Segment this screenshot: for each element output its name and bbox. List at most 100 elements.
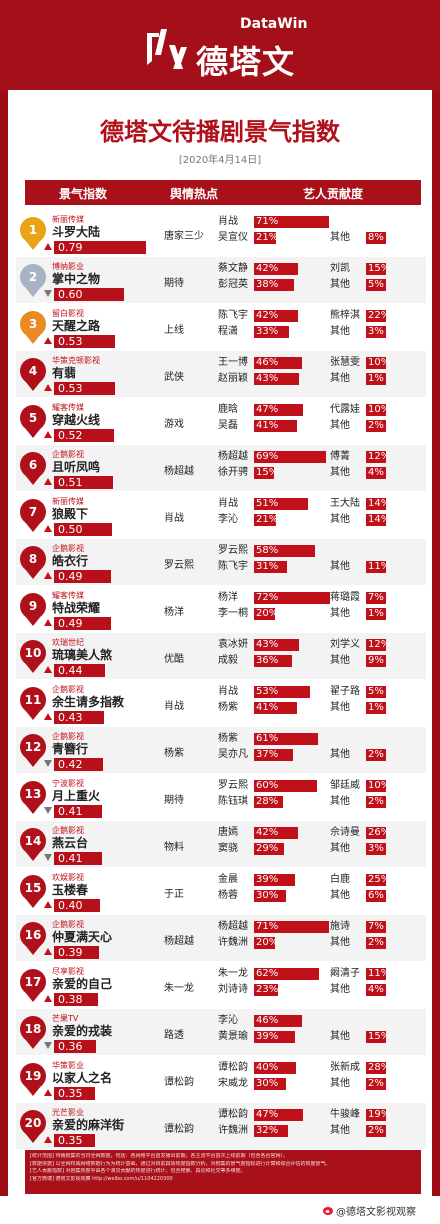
actor-share-bar	[254, 780, 317, 792]
actor-name: 吴亦凡	[218, 749, 248, 760]
actor-share-bar	[254, 420, 297, 432]
actor-share-value: 71%	[256, 216, 279, 227]
actor-share-bar	[254, 1062, 296, 1074]
rank-ribbon	[25, 804, 41, 814]
actor-share-value: 5%	[368, 686, 384, 697]
actor-name: 杨洋	[218, 592, 238, 603]
hotspot-keyword: 路透	[164, 1030, 184, 1041]
others-label: 其他	[330, 655, 350, 666]
rank-ribbon	[25, 992, 41, 1002]
actor-name: 陈飞宇	[218, 561, 248, 572]
others-share-bar	[366, 514, 386, 526]
actor-share-bar	[254, 890, 286, 902]
others-share-value: 4%	[368, 467, 384, 478]
others-share-bar	[366, 702, 386, 714]
trend-down-icon	[44, 1042, 52, 1049]
production-company: 欢娱影视	[52, 873, 84, 882]
others-share-bar	[366, 373, 386, 385]
actor-share-value: 14%	[368, 498, 391, 509]
actor-share-bar	[254, 921, 329, 933]
column-header-actor-contribution: 艺人贡献度	[303, 187, 364, 201]
others-share-value: 2%	[368, 796, 384, 807]
actor-name: 罗云熙	[218, 545, 248, 556]
actor-share-bar	[366, 1109, 386, 1121]
rank-medal: 2	[20, 264, 46, 290]
actor-share-bar	[254, 232, 276, 244]
actor-name: 李沁	[218, 1015, 238, 1026]
index-bar	[54, 1087, 95, 1100]
rank-medal: 4	[20, 358, 46, 384]
actor-name: 代露娃	[330, 404, 360, 415]
rank-medal: 12	[20, 734, 46, 760]
trend-down-icon	[44, 854, 52, 861]
rank-medal: 9	[20, 593, 46, 619]
index-value: 0.49	[58, 617, 83, 630]
trend-down-icon	[44, 290, 52, 297]
rank-ribbon	[25, 898, 41, 908]
rank-medal: 5	[20, 405, 46, 431]
index-bar	[54, 523, 112, 536]
actor-share-value: 11%	[368, 968, 391, 979]
rank-medal: 14	[20, 828, 46, 854]
rank-ribbon	[25, 522, 41, 532]
trend-up-icon	[44, 384, 52, 391]
table-row: 5 耀客传媒 穿越火线 0.52 游戏 鹿晗 47% 吴磊 41% 代露娃 10% 其他 2%	[16, 398, 426, 444]
actor-share-value: 32%	[256, 1125, 279, 1136]
actor-share-bar	[254, 545, 315, 557]
hotspot-keyword: 于正	[164, 889, 184, 900]
actor-share-value: 46%	[256, 357, 279, 368]
others-share-bar	[366, 749, 386, 761]
index-value: 0.41	[58, 852, 83, 865]
actor-share-bar	[254, 655, 292, 667]
show-title: 仲夏满天心	[52, 930, 113, 944]
index-bar	[54, 288, 124, 301]
actor-share-bar	[366, 780, 386, 792]
others-label: 其他	[330, 702, 350, 713]
actor-name: 傅菁	[330, 451, 350, 462]
others-label: 其他	[330, 1031, 350, 1042]
trend-up-icon	[44, 995, 52, 1002]
others-share-value: 6%	[368, 890, 384, 901]
index-bar	[54, 1040, 96, 1053]
others-share-bar	[366, 561, 386, 573]
rank-medal: 8	[20, 546, 46, 572]
hotspot-keyword: 杨超越	[164, 466, 194, 477]
actor-share-bar	[366, 968, 386, 980]
report-date: [2020年4月14日]	[178, 155, 262, 166]
show-title: 皓衣行	[52, 554, 89, 568]
others-label: 其他	[330, 890, 350, 901]
others-label: 其他	[330, 1078, 350, 1089]
show-title: 青簪行	[52, 742, 89, 756]
others-share-value: 3%	[368, 326, 384, 337]
rank-medal: 16	[20, 922, 46, 948]
actor-name: 杨紫	[218, 733, 238, 744]
actor-name: 蔡文静	[218, 263, 248, 274]
table-row: 9 耀客传媒 特战荣耀 0.49 杨洋 杨洋 72% 李一桐 20% 蒋璐霞 7% 其他 1%	[16, 586, 426, 632]
trend-up-icon	[44, 666, 52, 673]
others-share-value: 1%	[368, 702, 384, 713]
logo-chinese: 德塔文	[196, 43, 296, 81]
others-share-bar	[366, 843, 386, 855]
actor-share-bar	[366, 921, 386, 933]
actor-name: 黄景瑜	[218, 1031, 248, 1042]
others-share-value: 3%	[368, 843, 384, 854]
production-company: 博纳影业	[52, 262, 84, 271]
actor-name: 许魏洲	[218, 937, 248, 948]
actor-share-bar	[254, 1078, 286, 1090]
trend-down-icon	[44, 760, 52, 767]
actor-name: 施诗	[330, 921, 350, 932]
actor-name: 蒋璐霞	[330, 592, 360, 603]
index-bar	[54, 711, 104, 724]
rank-ribbon	[25, 428, 41, 438]
production-company: 欢瑞世纪	[52, 638, 84, 647]
production-company: 光芒影业	[52, 1108, 84, 1117]
actor-share-bar	[254, 639, 299, 651]
actor-share-value: 31%	[256, 561, 279, 572]
others-share-bar	[366, 1078, 386, 1090]
table-row: 2 博纳影业 掌中之物 0.60 期待 蔡文静 42% 彭冠英 38% 刘凯 15% 其他 5%	[16, 257, 426, 303]
actor-share-bar	[254, 1031, 295, 1043]
others-share-value: 2%	[368, 420, 384, 431]
actor-name: 许魏洲	[218, 1125, 248, 1136]
others-share-bar	[366, 279, 386, 291]
actor-name: 刘凯	[330, 263, 350, 274]
